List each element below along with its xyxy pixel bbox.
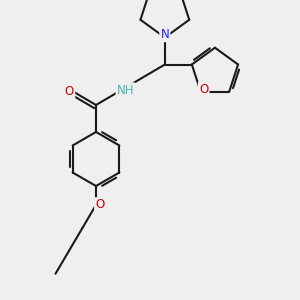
- Text: O: O: [95, 198, 104, 212]
- Text: N: N: [160, 28, 169, 41]
- Text: O: O: [65, 85, 74, 98]
- Text: O: O: [199, 83, 208, 96]
- Text: NH: NH: [117, 83, 134, 97]
